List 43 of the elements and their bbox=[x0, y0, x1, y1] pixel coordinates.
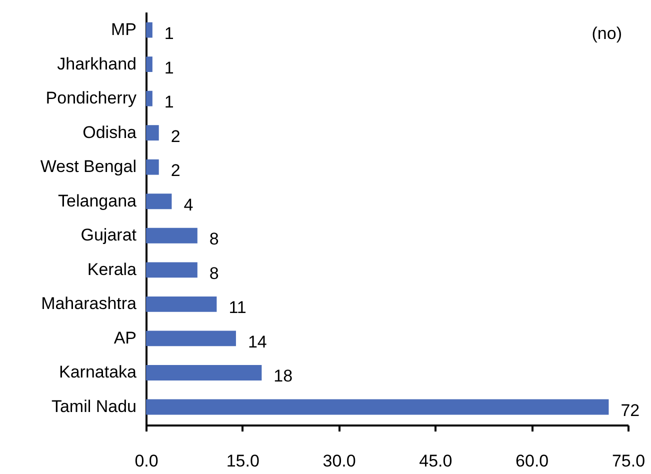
annotation: (no) bbox=[592, 24, 622, 43]
x-tick-label: 30.0 bbox=[322, 452, 356, 470]
bar bbox=[146, 22, 152, 38]
bar bbox=[146, 228, 198, 244]
y-tick-label: Jharkhand bbox=[57, 54, 136, 74]
data-label: 72 bbox=[620, 401, 640, 420]
x-tick-label: 15.0 bbox=[226, 452, 260, 470]
data-label: 1 bbox=[164, 24, 174, 43]
data-label: 18 bbox=[274, 366, 293, 386]
data-label: 2 bbox=[170, 126, 180, 146]
x-tick-label: 60.0 bbox=[516, 452, 549, 470]
data-label: 8 bbox=[209, 230, 219, 249]
bar bbox=[146, 330, 236, 346]
bar bbox=[146, 296, 217, 312]
bar bbox=[146, 56, 152, 72]
y-tick-label: Tamil Nadu bbox=[51, 397, 136, 416]
y-tick-label: MP bbox=[111, 20, 136, 39]
bar bbox=[146, 365, 262, 380]
bar bbox=[146, 125, 159, 141]
data-label: 2 bbox=[170, 161, 180, 180]
y-tick-label: Odisha bbox=[82, 122, 138, 142]
data-label: 8 bbox=[209, 264, 219, 283]
data-label: 1 bbox=[164, 58, 174, 78]
bar bbox=[146, 399, 609, 415]
y-tick-label: Pondicherry bbox=[46, 88, 137, 108]
bar bbox=[146, 194, 172, 210]
y-tick-label: Kerala bbox=[87, 260, 138, 279]
y-tick-label: West Bengal bbox=[40, 157, 136, 176]
data-label: 1 bbox=[164, 92, 174, 112]
y-tick-label: AP bbox=[114, 328, 136, 348]
y-tick-label: Maharashtra bbox=[41, 294, 138, 314]
x-tick-label: 0.0 bbox=[134, 452, 158, 470]
y-tick-label: Karnataka bbox=[59, 362, 138, 382]
bar bbox=[146, 159, 159, 175]
bar bbox=[146, 90, 152, 106]
y-tick-label: Gujarat bbox=[80, 226, 137, 245]
x-tick-label: 45.0 bbox=[419, 452, 452, 470]
bar bbox=[146, 262, 198, 278]
data-label: 14 bbox=[248, 332, 267, 352]
data-label: 11 bbox=[228, 298, 246, 318]
data-label: 4 bbox=[184, 195, 194, 214]
y-tick-label: Telangana bbox=[58, 191, 138, 210]
x-tick-label: 75.0 bbox=[612, 452, 646, 470]
